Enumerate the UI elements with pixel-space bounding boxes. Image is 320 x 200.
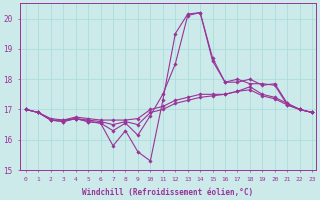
- X-axis label: Windchill (Refroidissement éolien,°C): Windchill (Refroidissement éolien,°C): [82, 188, 253, 197]
